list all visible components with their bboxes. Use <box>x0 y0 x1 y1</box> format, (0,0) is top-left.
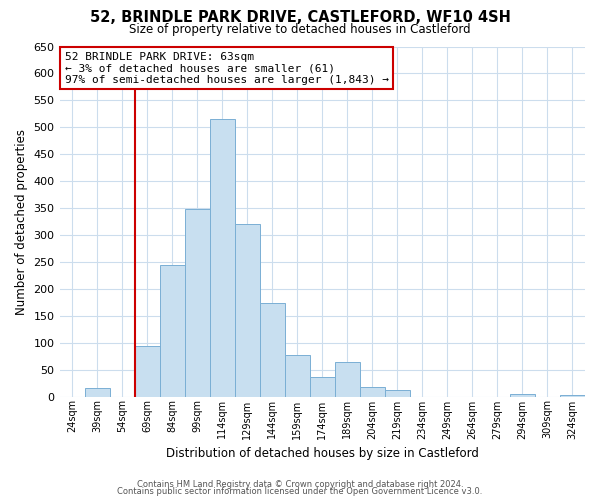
Bar <box>85 388 110 396</box>
Bar <box>209 119 235 396</box>
Bar <box>335 362 360 396</box>
X-axis label: Distribution of detached houses by size in Castleford: Distribution of detached houses by size … <box>166 447 479 460</box>
Text: Contains public sector information licensed under the Open Government Licence v3: Contains public sector information licen… <box>118 488 482 496</box>
Text: Size of property relative to detached houses in Castleford: Size of property relative to detached ho… <box>129 22 471 36</box>
Bar <box>360 387 385 396</box>
Y-axis label: Number of detached properties: Number of detached properties <box>15 128 28 314</box>
Text: Contains HM Land Registry data © Crown copyright and database right 2024.: Contains HM Land Registry data © Crown c… <box>137 480 463 489</box>
Bar <box>510 394 535 396</box>
Bar <box>310 376 335 396</box>
Bar <box>285 354 310 397</box>
Text: 52, BRINDLE PARK DRIVE, CASTLEFORD, WF10 4SH: 52, BRINDLE PARK DRIVE, CASTLEFORD, WF10… <box>89 10 511 25</box>
Bar <box>560 395 585 396</box>
Bar <box>385 390 410 396</box>
Text: 52 BRINDLE PARK DRIVE: 63sqm
← 3% of detached houses are smaller (61)
97% of sem: 52 BRINDLE PARK DRIVE: 63sqm ← 3% of det… <box>65 52 389 85</box>
Bar <box>160 264 185 396</box>
Bar <box>185 209 209 396</box>
Bar <box>134 346 160 397</box>
Bar <box>260 304 285 396</box>
Bar <box>235 224 260 396</box>
